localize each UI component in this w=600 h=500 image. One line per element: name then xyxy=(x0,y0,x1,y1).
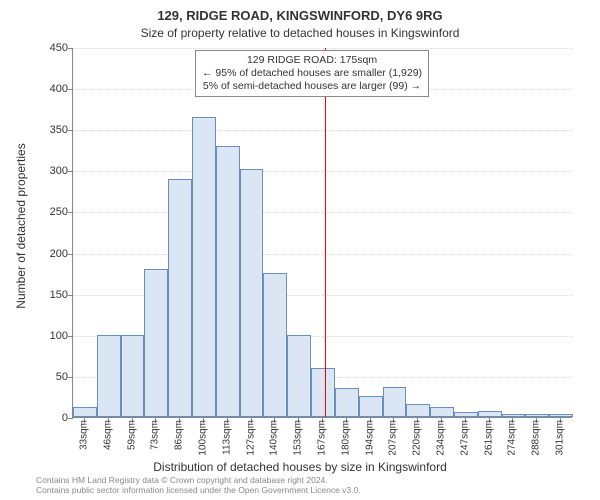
marker-line xyxy=(325,48,326,417)
histogram-bar xyxy=(525,414,549,417)
histogram-bar xyxy=(549,414,573,417)
x-tick-label: 247sqm xyxy=(459,420,470,456)
annotation-line: 129 RIDGE ROAD: 175sqm xyxy=(202,54,422,67)
histogram-bar xyxy=(144,269,168,417)
y-tick-mark xyxy=(68,377,73,378)
x-tick-label: 33sqm xyxy=(78,420,89,450)
y-tick-label: 250 xyxy=(28,206,68,218)
x-tick-label: 274sqm xyxy=(507,420,518,456)
x-tick-label: 234sqm xyxy=(436,420,447,456)
x-tick-label: 207sqm xyxy=(388,420,399,456)
y-tick-mark xyxy=(68,130,73,131)
y-tick-label: 200 xyxy=(28,248,68,260)
x-tick-label: 59sqm xyxy=(126,420,137,450)
x-tick-label: 46sqm xyxy=(102,420,113,450)
y-axis-label: Number of detached properties xyxy=(14,61,28,226)
x-tick-label: 100sqm xyxy=(197,420,208,456)
histogram-bar xyxy=(383,387,407,417)
histogram-bar xyxy=(240,169,264,417)
plot-area: 129 RIDGE ROAD: 175sqm← 95% of detached … xyxy=(72,48,572,418)
y-tick-mark xyxy=(68,336,73,337)
y-tick-mark xyxy=(68,89,73,90)
x-tick-label: 167sqm xyxy=(317,420,328,456)
x-tick-label: 288sqm xyxy=(531,420,542,456)
histogram-bar xyxy=(430,407,454,417)
gridline xyxy=(73,254,572,255)
chart-title: 129, RIDGE ROAD, KINGSWINFORD, DY6 9RG xyxy=(0,8,600,23)
y-tick-mark xyxy=(68,254,73,255)
histogram-bar xyxy=(287,335,311,417)
annotation-line: 5% of semi-detached houses are larger (9… xyxy=(202,80,422,93)
y-tick-label: 450 xyxy=(28,42,68,54)
y-tick-label: 350 xyxy=(28,124,68,136)
annotation-box: 129 RIDGE ROAD: 175sqm← 95% of detached … xyxy=(195,50,429,97)
histogram-bar xyxy=(73,407,97,417)
chart-subtitle: Size of property relative to detached ho… xyxy=(0,26,600,40)
x-tick-label: 220sqm xyxy=(412,420,423,456)
y-tick-label: 50 xyxy=(28,371,68,383)
gridline xyxy=(73,130,572,131)
annotation-line: ← 95% of detached houses are smaller (1,… xyxy=(202,67,422,80)
x-tick-label: 301sqm xyxy=(555,420,566,456)
gridline xyxy=(73,212,572,213)
y-tick-label: 400 xyxy=(28,83,68,95)
y-tick-label: 300 xyxy=(28,165,68,177)
y-tick-label: 150 xyxy=(28,289,68,301)
y-tick-mark xyxy=(68,295,73,296)
x-tick-label: 86sqm xyxy=(174,420,185,450)
y-tick-mark xyxy=(68,48,73,49)
histogram-bar xyxy=(502,414,526,417)
y-tick-label: 0 xyxy=(28,412,68,424)
y-tick-mark xyxy=(68,212,73,213)
histogram-bar xyxy=(406,404,430,417)
histogram-bar xyxy=(97,335,121,417)
histogram-bar xyxy=(168,179,192,417)
chart-container: 129, RIDGE ROAD, KINGSWINFORD, DY6 9RG S… xyxy=(0,0,600,500)
histogram-bar xyxy=(454,412,478,417)
y-tick-mark xyxy=(68,171,73,172)
histogram-bar xyxy=(216,146,240,417)
x-tick-label: 194sqm xyxy=(364,420,375,456)
histogram-bar xyxy=(121,335,145,417)
x-tick-label: 140sqm xyxy=(269,420,280,456)
gridline xyxy=(73,48,572,49)
histogram-bar xyxy=(192,117,216,417)
x-tick-label: 261sqm xyxy=(483,420,494,456)
x-tick-label: 180sqm xyxy=(340,420,351,456)
histogram-bar xyxy=(359,396,383,417)
attribution-text: Contains HM Land Registry data © Crown c… xyxy=(36,476,361,496)
histogram-bar xyxy=(478,411,502,417)
x-tick-label: 127sqm xyxy=(245,420,256,456)
x-tick-label: 113sqm xyxy=(221,420,232,455)
histogram-bar xyxy=(335,388,359,417)
x-tick-label: 153sqm xyxy=(293,420,304,456)
gridline xyxy=(73,171,572,172)
histogram-bar xyxy=(311,368,335,417)
y-tick-label: 100 xyxy=(28,330,68,342)
histogram-bar xyxy=(263,273,287,417)
x-tick-label: 73sqm xyxy=(150,420,161,450)
x-axis-label: Distribution of detached houses by size … xyxy=(0,460,600,474)
